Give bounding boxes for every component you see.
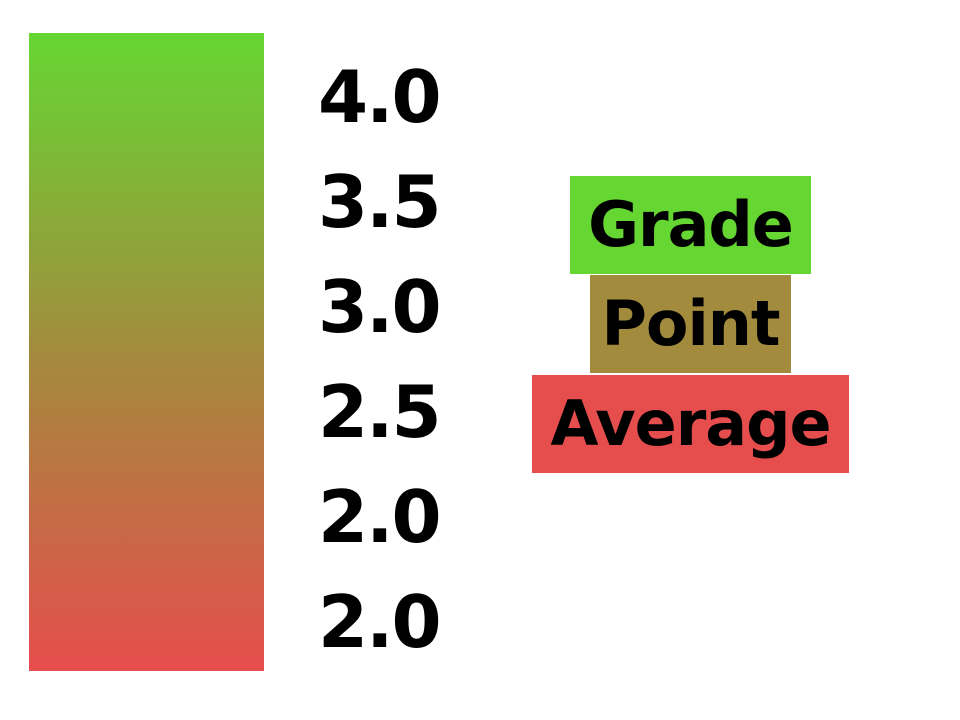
scale-label-6: 2.0 xyxy=(318,580,442,664)
title-word-average: Average xyxy=(532,375,849,473)
scale-label-1: 4.0 xyxy=(318,55,442,139)
scale-label-4: 2.5 xyxy=(318,370,442,454)
title-word-point: Point xyxy=(590,275,791,373)
gradient-scale-bar xyxy=(29,33,264,671)
scale-labels: 4.0 3.5 3.0 2.5 2.0 2.0 xyxy=(318,58,458,688)
scale-label-5: 2.0 xyxy=(318,475,442,559)
scale-label-3: 3.0 xyxy=(318,265,442,349)
scale-label-2: 3.5 xyxy=(318,160,442,244)
title-word-grade: Grade xyxy=(570,176,811,274)
